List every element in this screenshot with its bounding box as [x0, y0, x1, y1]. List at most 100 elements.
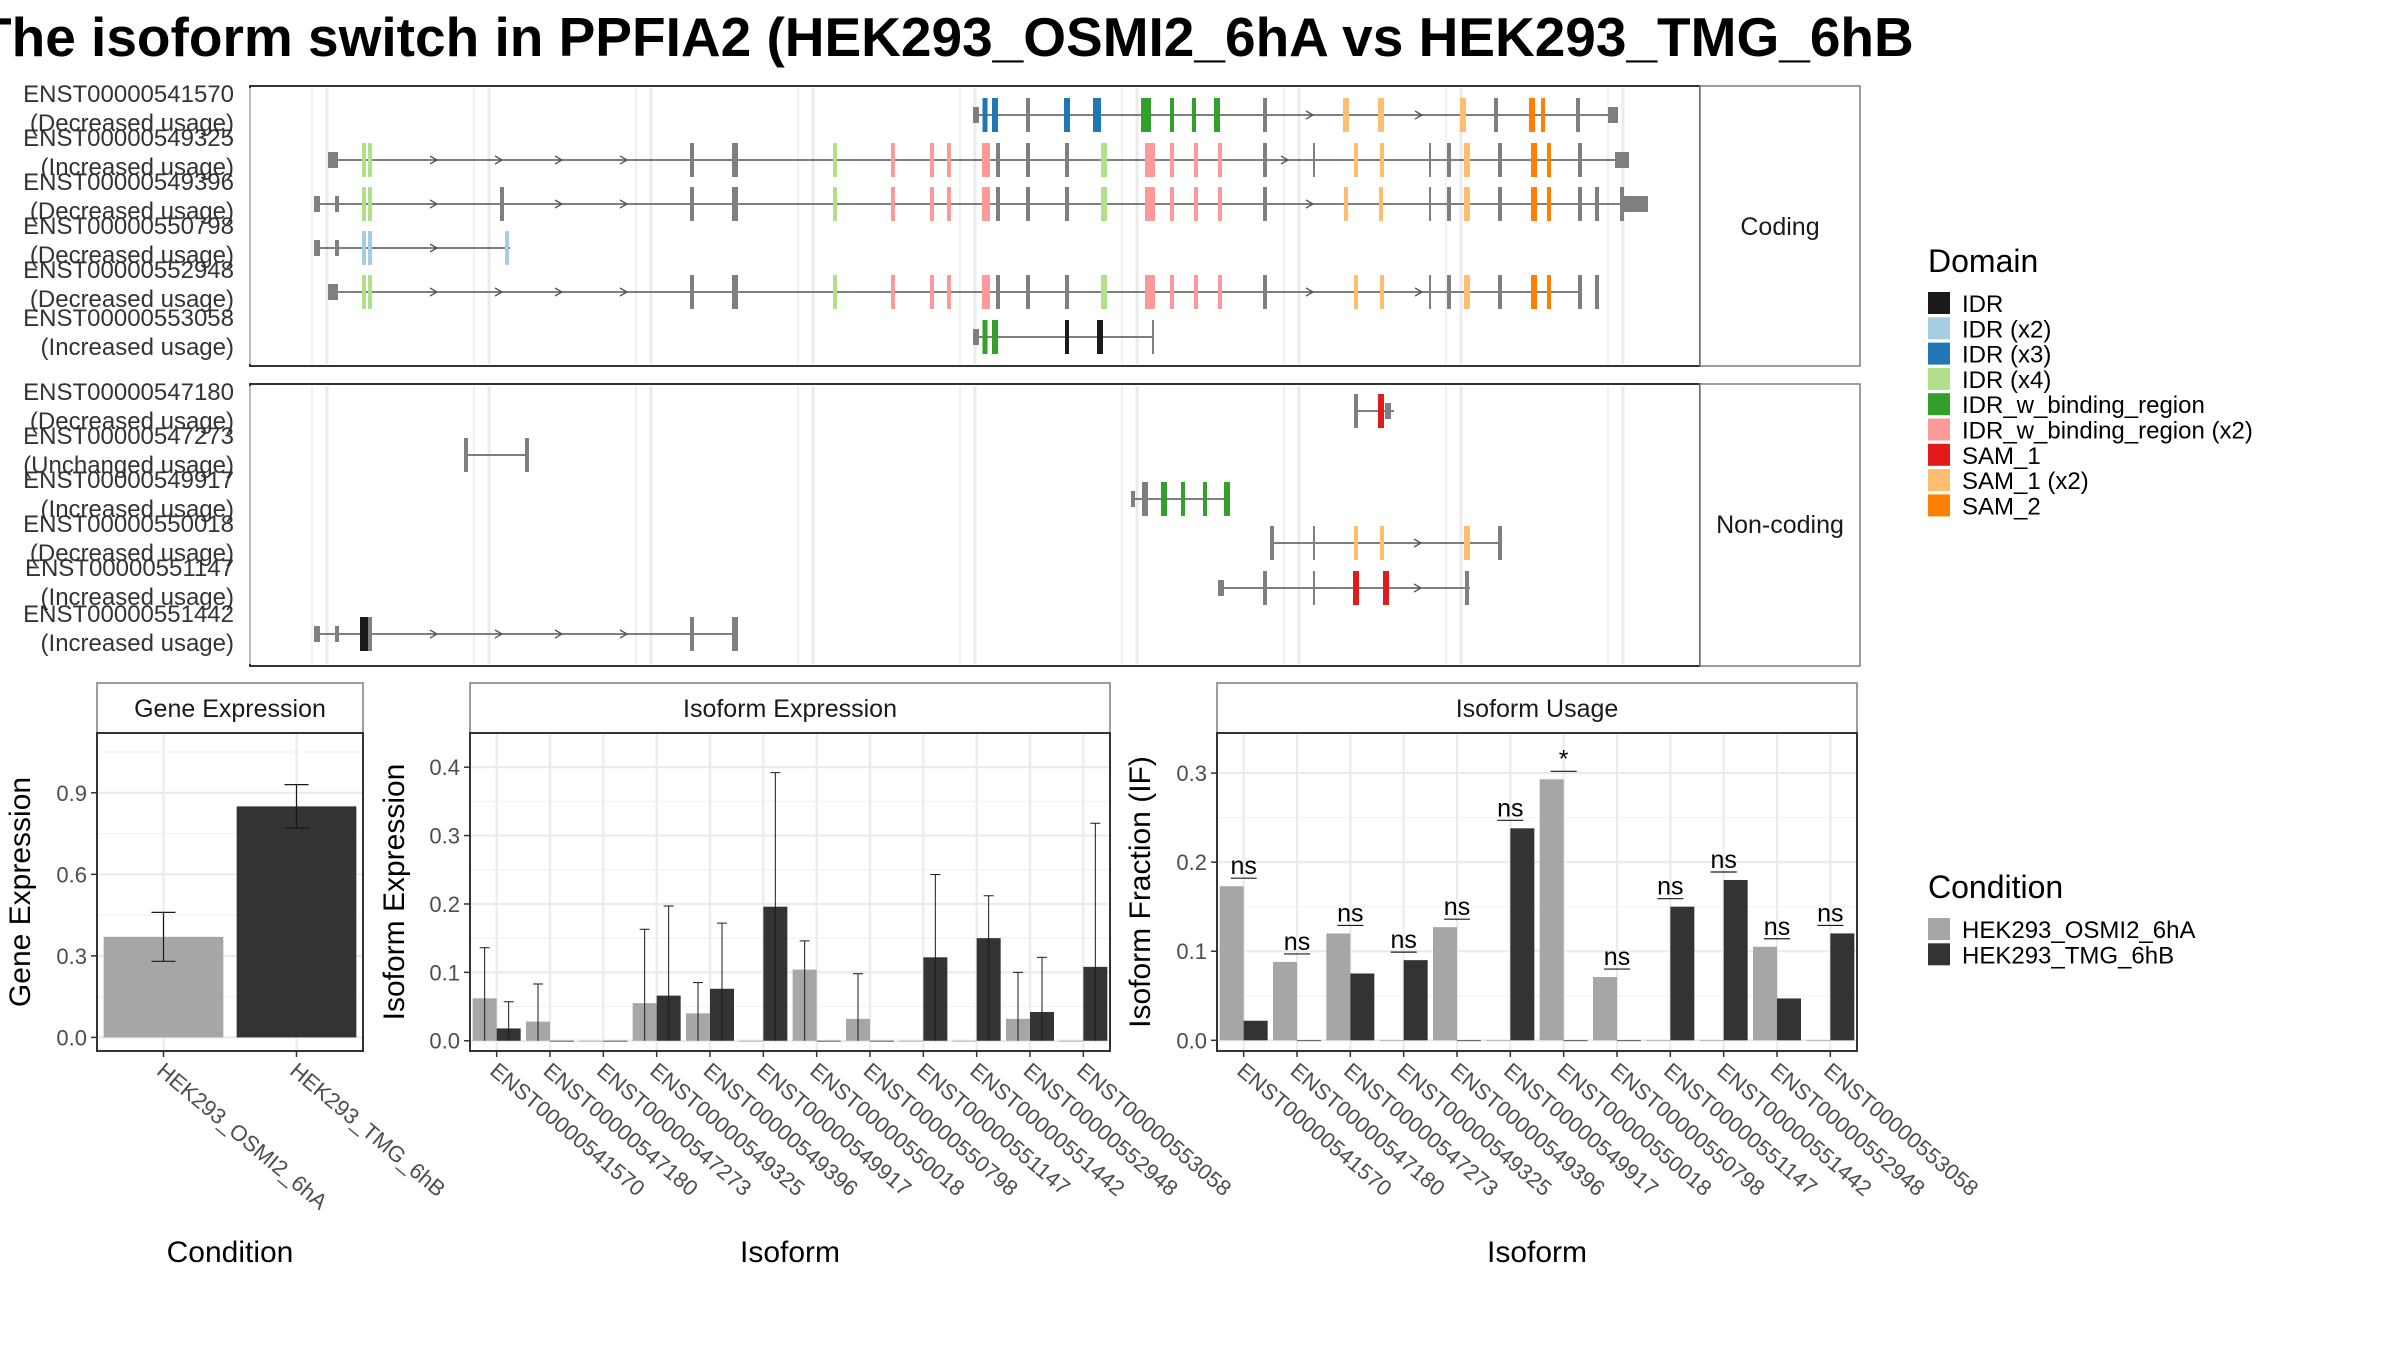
cds-exon — [1354, 275, 1358, 309]
transcript-id-label: ENST00000549325 — [23, 125, 234, 152]
cds-exon — [996, 143, 1000, 177]
cds-exon — [1101, 187, 1107, 221]
cds-exon — [732, 617, 738, 651]
coding-transcript-labels: ENST00000541570(Decreased usage)ENST0000… — [23, 81, 234, 361]
domain-legend-item: IDR_w_binding_region — [1962, 392, 2205, 419]
cds-exon — [1541, 98, 1545, 132]
cds-exon — [690, 143, 694, 177]
bar — [1486, 1040, 1511, 1042]
bar — [1753, 946, 1777, 1041]
cds-exon — [982, 275, 990, 309]
utr-exon — [335, 240, 339, 256]
cds-exon — [833, 275, 837, 309]
transcript-track — [314, 187, 1648, 221]
domain-legend-swatch — [1928, 469, 1950, 492]
cds-exon — [505, 231, 509, 265]
bar — [1670, 906, 1695, 1041]
bar — [1350, 973, 1375, 1041]
transcript-track — [464, 438, 529, 472]
cds-exon — [368, 617, 372, 651]
significance-label: ns — [1230, 852, 1256, 880]
bar — [1510, 828, 1535, 1041]
strand-arrow — [429, 243, 439, 253]
cds-exon — [1203, 482, 1207, 516]
strand-arrow — [1413, 538, 1423, 548]
utr-exon — [1218, 580, 1224, 596]
bar — [579, 1040, 604, 1042]
cds-exon — [1170, 187, 1174, 221]
bar — [603, 1040, 628, 1042]
bar — [739, 1040, 764, 1042]
transcript-track — [328, 143, 1629, 177]
utr-exon — [1385, 403, 1391, 419]
bar — [550, 1040, 574, 1042]
y-tick-label: 0.0 — [56, 1025, 87, 1050]
condition-legend-swatch — [1928, 943, 1950, 966]
utr-exon — [335, 626, 339, 642]
plot-frame — [96, 732, 364, 1052]
strand-arrow — [494, 155, 504, 165]
cds-exon — [362, 231, 366, 265]
significance-label: ns — [1817, 899, 1843, 927]
transcript-track — [973, 98, 1618, 132]
bar — [1777, 998, 1801, 1041]
strand-arrow — [429, 199, 439, 209]
y-axis-title: Gene Expression — [4, 777, 37, 1007]
transcript-track — [314, 231, 510, 265]
strand-arrow — [1413, 583, 1423, 593]
plot-background — [1217, 733, 1857, 1051]
significance-label: ns — [1444, 893, 1470, 921]
transcript-usage-label: (Decreased usage) — [30, 242, 234, 269]
y-tick-label: 0.3 — [56, 944, 87, 969]
y-tick-label: 0.2 — [1176, 850, 1207, 875]
cds-exon — [1378, 98, 1384, 132]
cds-exon — [732, 187, 738, 221]
utr-exon — [314, 240, 320, 256]
cds-exon — [1498, 526, 1502, 560]
cds-exon — [1313, 143, 1315, 177]
strand-arrow — [1305, 199, 1315, 209]
y-tick-label: 0.9 — [56, 781, 87, 806]
utr-exon — [1608, 107, 1618, 123]
panel-strip — [96, 682, 364, 734]
significance-label: ns — [1497, 794, 1523, 822]
plot-frame — [1216, 732, 1858, 1052]
cds-exon — [982, 98, 988, 132]
cds-exon — [1620, 187, 1624, 221]
y-tick-label: 0.2 — [429, 892, 460, 917]
cds-exon — [1498, 275, 1502, 309]
coding-strip-label: Coding — [1740, 213, 1819, 241]
cds-exon — [1145, 187, 1155, 221]
cds-exon — [1464, 187, 1470, 221]
bar — [1059, 1040, 1084, 1042]
coding-gridlines — [249, 88, 1625, 364]
plot-background — [470, 733, 1110, 1051]
cds-exon — [1380, 143, 1384, 177]
bar — [1243, 1020, 1268, 1041]
strand-arrow — [554, 199, 564, 209]
cds-exon — [1576, 98, 1580, 132]
strand-arrow — [494, 629, 504, 639]
cds-exon — [930, 275, 934, 309]
y-tick-label: 0.6 — [56, 862, 87, 887]
cds-exon — [1141, 98, 1151, 132]
domain-legend-item: IDR (x4) — [1962, 367, 2051, 394]
noncoding-transcript-labels: ENST00000547180(Decreased usage)ENST0000… — [23, 379, 234, 657]
noncoding-gridlines — [249, 386, 1625, 664]
cds-exon — [1494, 98, 1498, 132]
condition-legend-title: Condition — [1928, 869, 2063, 905]
cds-exon — [947, 187, 951, 221]
transcript-usage-label: (Decreased usage) — [30, 110, 234, 137]
cds-exon — [1065, 187, 1069, 221]
transcript-usage-label: (Decreased usage) — [30, 286, 234, 313]
bar — [952, 1040, 977, 1042]
domain-legend-swatch — [1928, 494, 1950, 517]
bar — [1617, 1040, 1641, 1042]
cds-exon — [1065, 275, 1069, 309]
cds-exon — [1093, 98, 1101, 132]
isoform-expression-panel: Isoform Expression0.00.10.20.30.4ENST000… — [378, 682, 1236, 1269]
bar — [1539, 779, 1564, 1041]
figure-title: The isoform switch in PPFIA2 (HEK293_OSM… — [0, 6, 1914, 68]
